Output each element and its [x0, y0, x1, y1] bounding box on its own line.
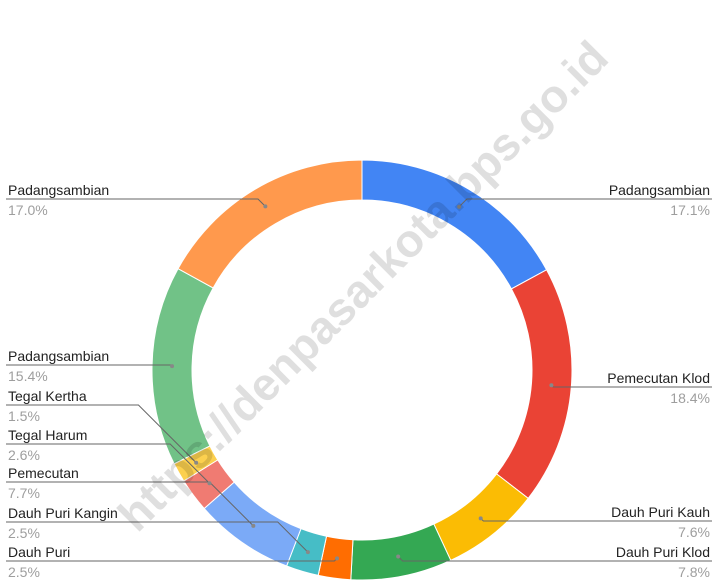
slice-label: Dauh Puri: [8, 544, 70, 560]
value-label: 7.8%: [678, 564, 710, 580]
slice: [177, 159, 363, 289]
leader-line: [397, 556, 712, 562]
slice-label: Padangsambian: [8, 182, 109, 198]
slice-label: Padangsambian: [8, 348, 109, 364]
value-label: 7.7%: [8, 485, 40, 501]
leader-dot: [305, 550, 310, 555]
leader-dot: [194, 460, 199, 465]
leader-line: [6, 198, 266, 207]
value-label: 2.5%: [8, 564, 40, 580]
leader-dot: [335, 556, 340, 561]
value-label: 1.5%: [8, 408, 40, 424]
slice-label: Dauh Puri Kangin: [8, 505, 118, 521]
leader-line: [6, 404, 197, 464]
leader-line: [458, 198, 712, 208]
leader-dot: [549, 383, 554, 388]
slice-label: Dauh Puri Kauh: [611, 504, 710, 520]
leader-line: [6, 521, 309, 553]
value-label: 2.5%: [8, 525, 40, 541]
leader-dot: [396, 554, 401, 559]
value-label: 18.4%: [670, 390, 710, 406]
leader-dot: [170, 364, 175, 369]
slice-label: Pemecutan Klod: [607, 370, 710, 386]
slice-label: Dauh Puri Klod: [616, 544, 710, 560]
value-label: 2.6%: [8, 447, 40, 463]
value-label: 7.6%: [678, 524, 710, 540]
slice-label: Pemecutan: [8, 465, 79, 481]
leader-dot: [263, 204, 268, 209]
value-label: 17.1%: [670, 202, 710, 218]
slice-label: Tegal Kertha: [8, 388, 87, 404]
slice-label: Tegal Harum: [8, 427, 87, 443]
leader-dot: [478, 516, 483, 521]
slice-label: Padangsambian: [609, 182, 710, 198]
leader-dot: [457, 204, 462, 209]
leader-line: [6, 443, 210, 484]
leader-dot: [207, 481, 212, 486]
leader-dot: [251, 523, 256, 528]
value-label: 17.0%: [8, 202, 48, 218]
value-label: 15.4%: [8, 368, 48, 384]
